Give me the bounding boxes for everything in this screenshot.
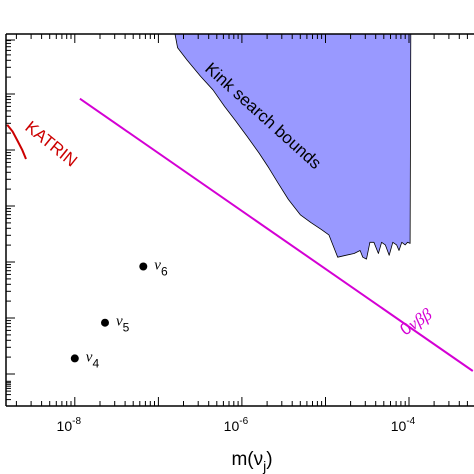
neutrino-point-6: [139, 262, 148, 271]
neutrino-label-5: ν5: [116, 314, 130, 335]
x-tick-label: 10-8: [57, 416, 82, 434]
kink-region-layer: [174, 33, 412, 260]
bound-lines-layer: [6, 97, 474, 372]
katrin-curve: [6, 124, 27, 160]
double-beta-line: [79, 97, 474, 372]
katrin-label: KATRIN: [21, 117, 80, 170]
x-tick-label: 10-6: [224, 416, 249, 434]
neutrino-points-layer: ν4 ν5 ν6: [70, 258, 168, 370]
kink-search-region: [174, 33, 412, 260]
neutrino-point-5: [101, 318, 109, 327]
x-tick-label: 10-4: [391, 416, 416, 434]
neutrino-point-4: [70, 354, 79, 363]
neutrino-label-4: ν4: [86, 349, 100, 370]
neutrino-label-6: ν6: [154, 258, 168, 279]
axes-layer: 10-8 10-6 10-4 m(νj): [5, 33, 474, 474]
x-axis-label: m(νj): [231, 449, 272, 474]
double-beta-label: 0νββ: [397, 304, 436, 339]
